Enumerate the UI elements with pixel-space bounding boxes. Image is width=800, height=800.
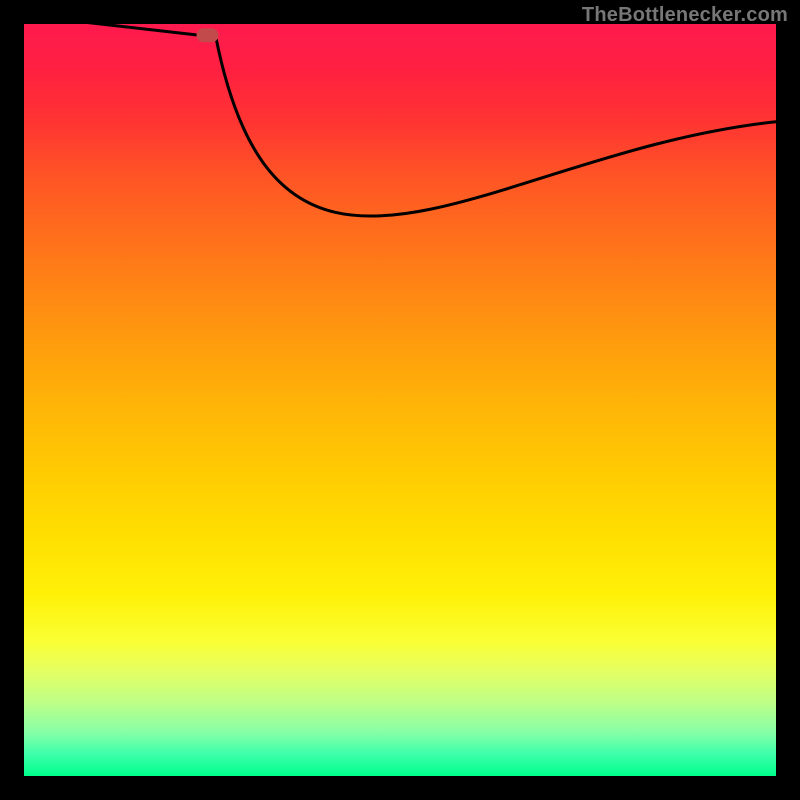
chart-background bbox=[24, 24, 776, 776]
chart-stage: TheBottlenecker.com bbox=[0, 0, 800, 800]
optimum-marker bbox=[196, 28, 218, 42]
watermark-text: TheBottlenecker.com bbox=[582, 4, 788, 27]
bottleneck-chart bbox=[0, 0, 800, 800]
